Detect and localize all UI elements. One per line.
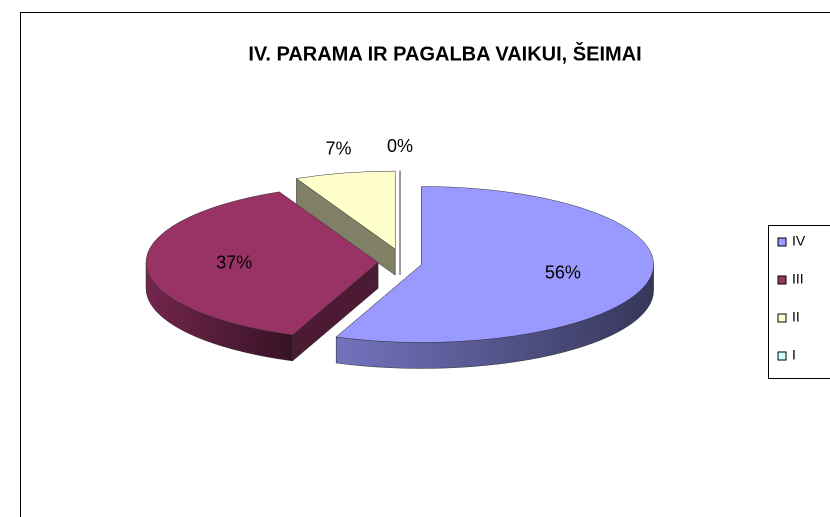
- legend-swatch: [777, 275, 787, 285]
- legend-label: II: [792, 309, 800, 325]
- legend-swatch: [777, 237, 787, 247]
- data-label: 7%: [326, 139, 352, 159]
- legend-swatch: [777, 313, 787, 323]
- legend-label: I: [792, 347, 796, 363]
- legend-swatch: [777, 351, 787, 361]
- data-label: 37%: [216, 253, 252, 273]
- data-label: 0%: [387, 136, 413, 156]
- slice: [295, 170, 396, 250]
- legend-label: III: [792, 271, 804, 287]
- data-label: 56%: [545, 262, 581, 282]
- slice: [335, 186, 654, 343]
- slice: [145, 191, 379, 336]
- legend-label: IV: [792, 233, 806, 249]
- chart-title: IV. PARAMA IR PAGALBA VAIKUI, ŠEIMAI: [248, 41, 641, 65]
